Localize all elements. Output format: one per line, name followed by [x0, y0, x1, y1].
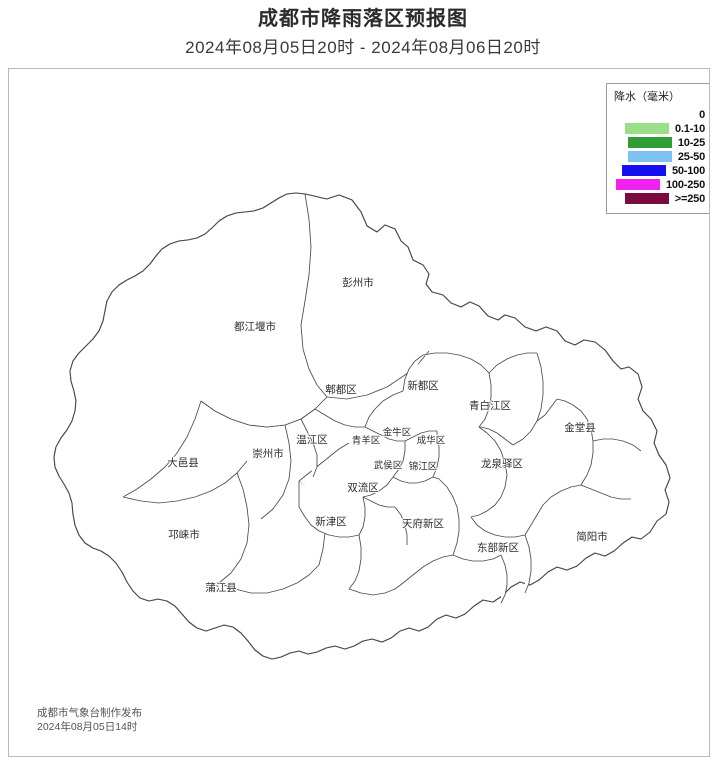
- legend-title: 降水（毫米）: [614, 91, 680, 103]
- forecast-period-subtitle: 2024年08月05日20时 - 2024年08月06日20时: [185, 38, 541, 57]
- legend-swatch-4: [621, 165, 666, 176]
- legend-row-3: 25-50: [614, 150, 705, 163]
- region-label-jinjiang: 锦江区: [409, 461, 438, 473]
- legend-row-4: 50-100: [614, 164, 705, 177]
- legend-swatch-1: [625, 123, 669, 134]
- region-label-dujiangyan: 都江堰市: [234, 320, 276, 333]
- legend-label-5: 100-250: [666, 178, 705, 191]
- region-label-pengzhou: 彭州市: [342, 276, 374, 289]
- region-label-xinjin: 新津区: [315, 515, 347, 528]
- region-label-jintang: 金堂县: [564, 421, 596, 434]
- region-label-chenghua: 成华区: [417, 435, 446, 447]
- region-label-qingyang: 青羊区: [352, 435, 381, 447]
- legend-row-5: 100-250: [614, 178, 705, 191]
- page-title: 成都市降雨落区预报图: [258, 8, 468, 30]
- region-label-jianyang: 简阳市: [576, 530, 608, 543]
- region-label-chongzhou: 崇州市: [252, 447, 284, 460]
- region-label-wuhou: 武侯区: [374, 460, 403, 472]
- legend-label-4: 50-100: [671, 164, 705, 177]
- legend-label-1: 0.1-10: [675, 122, 705, 135]
- legend-swatch-0: [649, 109, 693, 120]
- legend-label-0: 0: [699, 108, 705, 121]
- region-label-qingbaijiang: 青白江区: [469, 399, 511, 412]
- publisher-name: 成都市气象台制作发布: [37, 707, 142, 719]
- region-label-qionglai: 邛崃市: [168, 528, 200, 541]
- legend-swatch-5: [616, 179, 661, 190]
- legend-swatch-3: [627, 151, 672, 162]
- region-label-pidu: 郫都区: [325, 383, 357, 396]
- publish-time: 2024年08月05日14时: [37, 721, 138, 733]
- legend-label-3: 25-50: [677, 150, 705, 163]
- legend-row-0: 0: [614, 108, 705, 121]
- legend-row-6: >=250: [614, 192, 705, 205]
- region-label-eastern-new-area: 东部新区: [477, 541, 519, 554]
- publisher-credit: 成都市气象台制作发布 2024年08月05日14时: [37, 706, 142, 734]
- region-labels: 彭州市 都江堰市 新都区 郫都区 青白江区 金堂县 温江区 金牛区 青羊区 成华…: [166, 275, 608, 595]
- precipitation-legend: 降水（毫米） 0 0.1-10 10-25 25-50 50-100 100-2…: [606, 83, 709, 214]
- legend-label-2: 10-25: [677, 136, 705, 149]
- legend-swatch-2: [627, 137, 672, 148]
- region-label-longquanyi: 龙泉驿区: [481, 457, 523, 470]
- region-label-tianfu-new-area: 天府新区: [402, 517, 444, 530]
- legend-swatch-6: [624, 193, 669, 204]
- region-label-wenjiang: 温江区: [296, 434, 328, 446]
- legend-label-6: >=250: [674, 192, 705, 205]
- map-panel: 彭州市 都江堰市 新都区 郫都区 青白江区 金堂县 温江区 金牛区 青羊区 成华…: [8, 68, 710, 757]
- legend-row-1: 0.1-10: [614, 122, 705, 135]
- region-label-dayi: 大邑县: [167, 456, 199, 469]
- region-label-xindu: 新都区: [407, 379, 439, 392]
- header: 成都市降雨落区预报图 2024年08月05日20时 - 2024年08月06日2…: [0, 0, 726, 60]
- district-boundaries: [122, 193, 642, 604]
- region-label-jinniu: 金牛区: [383, 427, 412, 439]
- legend-row-2: 10-25: [614, 136, 705, 149]
- region-label-pujiang: 蒲江县: [205, 581, 237, 594]
- region-label-shuangliu: 双流区: [347, 481, 379, 494]
- chengdu-district-map: 彭州市 都江堰市 新都区 郫都区 青白江区 金堂县 温江区 金牛区 青羊区 成华…: [53, 192, 671, 660]
